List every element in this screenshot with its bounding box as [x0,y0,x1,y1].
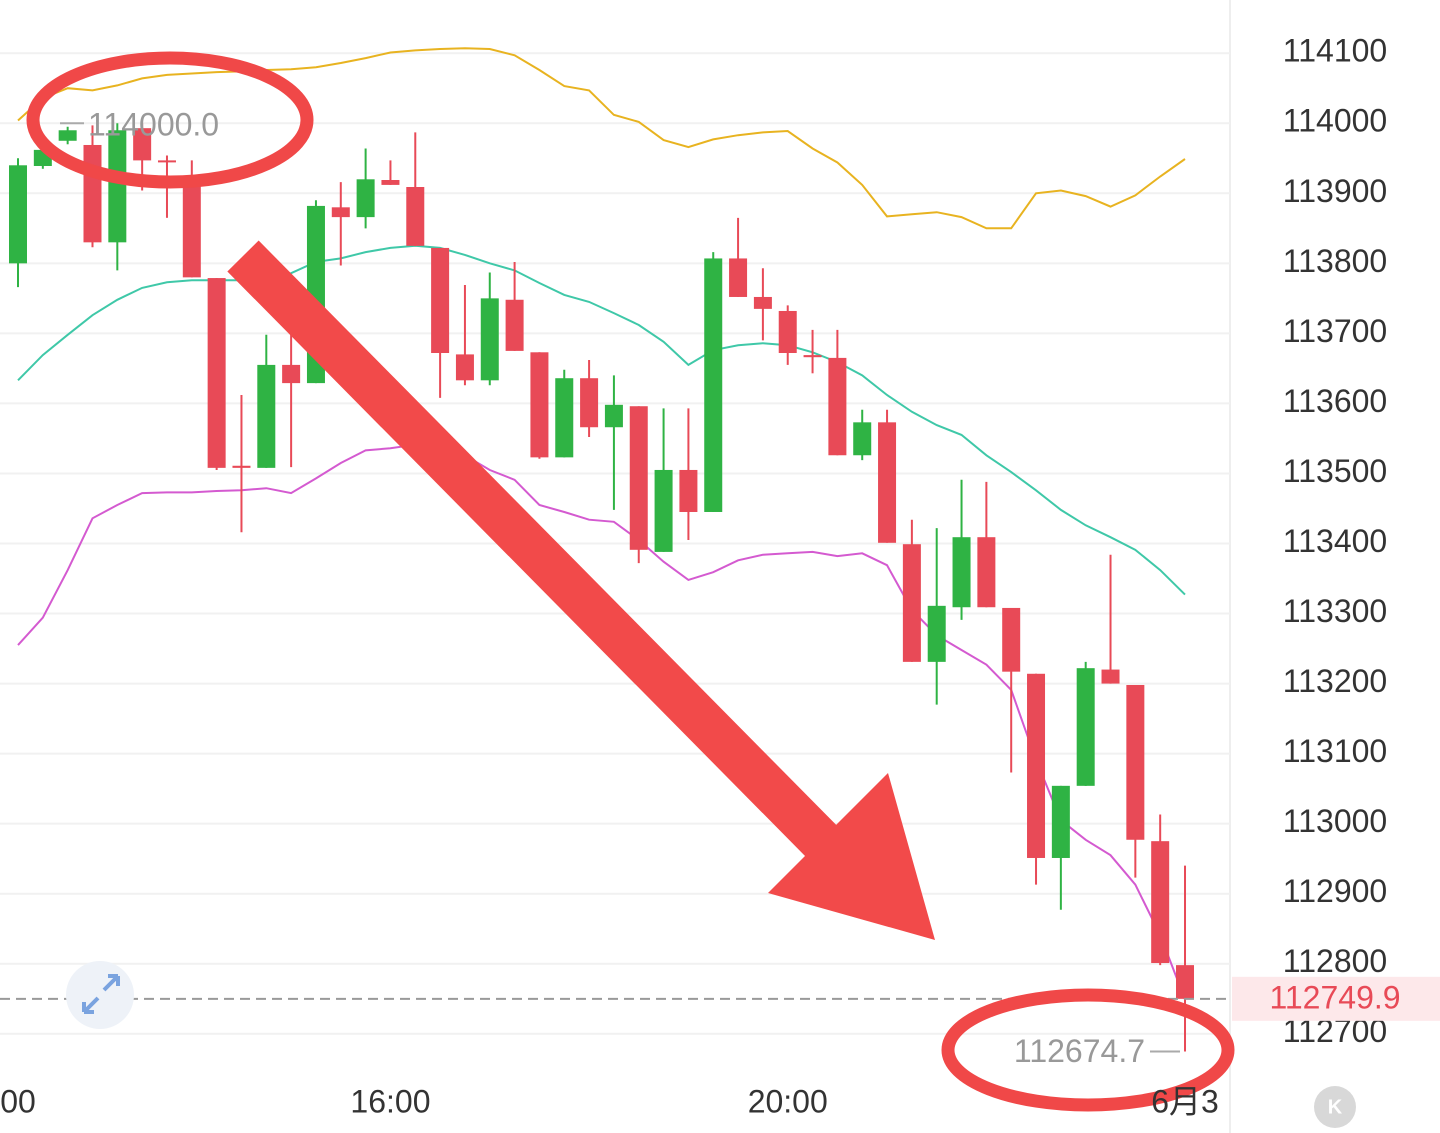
k-icon: K [1328,1096,1343,1118]
candle-body [1151,841,1170,964]
y-tick-label: 113100 [1283,733,1387,769]
y-tick-label: 113300 [1283,593,1387,629]
candle-body [1101,669,1120,684]
candle-body [207,278,226,468]
candle-body [58,130,77,141]
y-tick-label: 113500 [1283,453,1387,489]
candle-body [1126,684,1145,840]
candle-body [480,298,499,381]
candle-body [182,184,201,278]
low-marker-label: 112674.7 [1014,1033,1145,1069]
arrow-shaft [227,240,851,871]
candle-body [555,378,574,458]
candle-body [902,544,921,662]
arrow-head [768,773,935,940]
candle-body [853,422,872,456]
y-tick-label: 113400 [1283,523,1387,559]
expand-button[interactable] [66,961,134,1029]
y-tick-label: 112800 [1283,943,1387,979]
high-marker-label: 114000.0 [88,107,219,143]
candle-body [977,537,996,608]
candle-body [1176,965,1195,999]
y-tick-label: 113600 [1283,383,1387,419]
candle-body [778,310,797,353]
y-tick-label: 113000 [1283,803,1387,839]
candle-body [679,469,698,512]
candle-body [157,160,176,163]
band-line [17,438,1186,1000]
candle-body [828,357,847,456]
annotations [26,51,1235,1112]
last-price-bg [1232,976,1440,1021]
candle-body [629,406,648,550]
candle-body [803,355,822,358]
y-tick-label: 113800 [1283,243,1387,279]
candle-body [1002,607,1021,672]
candle-body [604,404,623,428]
candle-body [753,296,772,309]
candle-body [108,130,127,243]
candle-body [282,364,301,384]
last-price-label: 112749.9 [1269,979,1400,1015]
k-bg [1314,1086,1356,1128]
highlight-circle [941,988,1235,1112]
candle-body [133,128,152,161]
expand-icon [82,974,120,1014]
expand-bg [66,961,134,1029]
candle-body [878,422,897,543]
x-tick-label: 6月3 [1151,1083,1219,1119]
candle-body [952,537,971,608]
candle-body [1027,673,1046,858]
y-tick-label: 114000 [1283,103,1387,139]
candle-body [431,247,450,353]
highlight-circle [26,51,314,189]
y-tick-label: 114100 [1283,33,1387,69]
band-line [17,47,1186,230]
candle-body [257,364,276,468]
candle-body [406,187,425,246]
candle-body [9,165,27,264]
candle-body [580,378,599,428]
y-tick-label: 113900 [1283,173,1387,209]
candle-body [232,465,251,468]
x-tick-label: 16:00 [350,1083,430,1119]
candle-body [704,258,723,512]
x-tick-label: 00 [0,1083,36,1119]
x-tick-label: 20:00 [748,1083,828,1119]
candle-body [455,354,474,381]
y-tick-label: 113200 [1283,663,1387,699]
y-tick-label: 113700 [1283,313,1387,349]
candle-body [1076,668,1095,786]
candle-body [331,207,350,218]
candle-body [729,258,748,297]
y-tick-label: 112900 [1283,873,1387,909]
candle-body [654,469,673,552]
plot-area [0,47,1230,1052]
candle-body [83,144,102,243]
candle-body [505,299,524,351]
candle-body [927,605,946,662]
candle-body [381,180,400,185]
candle-body [1051,785,1070,858]
candle-body [530,352,549,458]
k-button[interactable]: K [1314,1086,1356,1128]
candle-body [356,179,375,218]
